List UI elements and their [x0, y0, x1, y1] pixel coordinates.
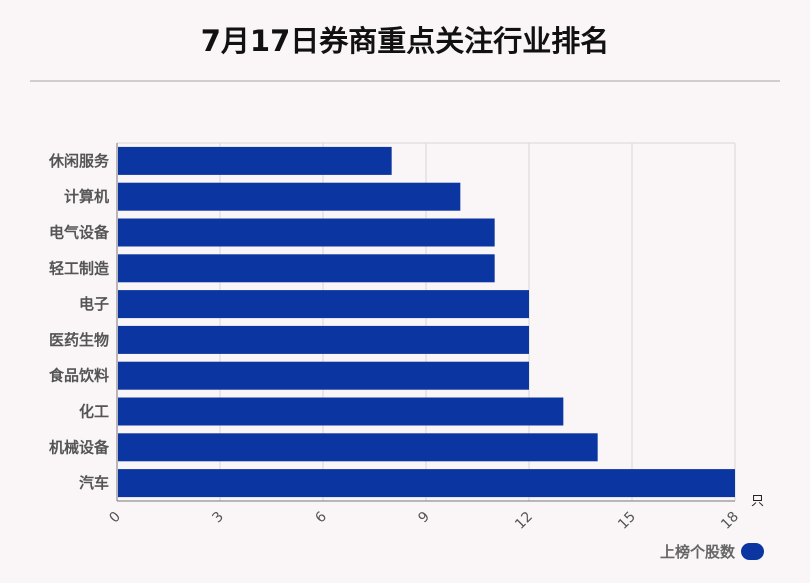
- category-label: 化工: [79, 403, 109, 421]
- bar-2: [118, 182, 461, 211]
- bar-6: [118, 325, 529, 354]
- category-label: 医药生物: [49, 331, 109, 349]
- category-label: 电子: [79, 295, 109, 313]
- category-label: 机械设备: [49, 438, 110, 456]
- bar-9: [118, 433, 598, 462]
- category-label: 计算机: [64, 188, 109, 206]
- x-tick-label: 9: [415, 509, 433, 527]
- bar-7: [118, 361, 529, 390]
- bar-8: [118, 397, 564, 426]
- category-label: 轻工制造: [49, 259, 109, 277]
- x-tick-label: 0: [106, 509, 124, 527]
- bar-1: [118, 146, 392, 175]
- legend[interactable]: 上榜个股数: [660, 540, 765, 562]
- x-axis-unit: 只: [751, 494, 764, 509]
- category-label: 汽车: [79, 474, 109, 492]
- x-tick-label: 15: [615, 509, 639, 533]
- bar-3: [118, 218, 495, 247]
- bar-5: [118, 290, 529, 319]
- x-tick-label: 3: [209, 509, 227, 527]
- x-tick-label: 18: [718, 509, 742, 533]
- category-label: 食品饮料: [49, 367, 109, 385]
- legend-label: 上榜个股数: [660, 542, 736, 561]
- category-label: 电气设备: [49, 224, 110, 242]
- bar-10: [118, 469, 735, 498]
- x-tick-label: 6: [312, 509, 330, 527]
- chart-title: 7月17日券商重点关注行业排名: [200, 24, 610, 58]
- x-tick-label: 12: [512, 509, 536, 533]
- category-label: 休闲服务: [48, 152, 110, 170]
- bar-4: [118, 254, 495, 283]
- title-divider: [30, 80, 780, 82]
- legend-swatch: [741, 542, 765, 560]
